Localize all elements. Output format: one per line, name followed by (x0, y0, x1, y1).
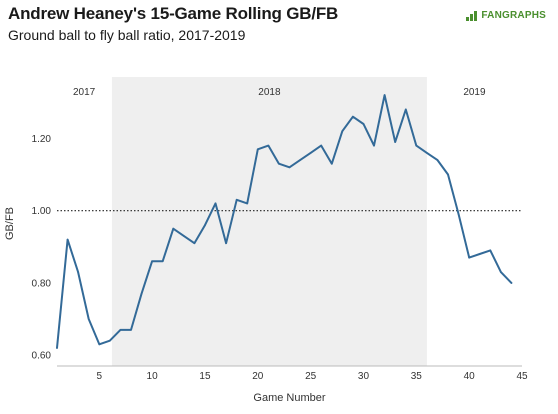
data-point (130, 329, 132, 331)
data-point (426, 152, 428, 154)
data-point (352, 115, 354, 118)
data-point (330, 162, 333, 165)
data-point (204, 224, 206, 226)
season-label-2018: 2018 (258, 87, 281, 98)
x-tick-label: 10 (147, 371, 159, 382)
data-point (109, 339, 111, 342)
season-regions: 2017 2018 2019 (73, 77, 486, 366)
data-point (510, 282, 513, 284)
data-point (489, 249, 492, 252)
logo-text: FANGRAPHS (481, 10, 546, 21)
data-point (278, 162, 280, 165)
x-axis: 5 10 15 20 25 30 35 40 45 (57, 365, 528, 382)
data-point (183, 235, 185, 237)
data-point (172, 227, 175, 230)
data-point (140, 292, 143, 295)
data-point (267, 144, 270, 147)
data-point (468, 256, 470, 259)
data-point (225, 242, 227, 244)
data-point (288, 166, 291, 169)
data-point (56, 347, 58, 349)
x-axis-label: Game Number (253, 392, 325, 404)
data-point (394, 141, 396, 143)
x-tick-label: 20 (252, 371, 264, 382)
data-point (309, 152, 312, 154)
season-label-2017: 2017 (73, 87, 96, 98)
y-axis: 0.60 0.80 1.00 1.20 (32, 134, 52, 362)
data-point (119, 329, 122, 331)
chart-title: Andrew Heaney's 15-Game Rolling GB/FB (8, 4, 339, 23)
data-point (500, 271, 502, 273)
y-tick-label: 0.60 (32, 351, 52, 362)
data-point (415, 144, 418, 147)
y-tick-label: 1.00 (32, 206, 52, 217)
fangraphs-logo: FANGRAPHS (466, 10, 546, 21)
chart-subtitle: Ground ball to fly ball ratio, 2017-2019 (8, 27, 246, 43)
data-point (151, 260, 153, 263)
data-point (256, 148, 259, 151)
bar-chart-icon (466, 10, 478, 21)
data-point (246, 202, 249, 205)
season-label-2019: 2019 (463, 87, 486, 98)
data-point (404, 108, 407, 111)
data-point (478, 253, 481, 255)
data-point (66, 238, 69, 241)
x-tick-label: 15 (199, 371, 211, 382)
x-tick-label: 5 (96, 371, 102, 382)
series-group (56, 94, 513, 349)
data-point (362, 123, 365, 125)
data-point (98, 343, 101, 346)
y-tick-label: 1.20 (32, 134, 52, 145)
series-line (56, 94, 513, 349)
data-point (193, 242, 196, 244)
data-point (373, 144, 375, 147)
data-point (87, 318, 90, 320)
data-point (436, 159, 439, 161)
data-point (235, 199, 238, 201)
x-tick-label: 25 (305, 371, 317, 382)
data-point (383, 94, 386, 96)
x-tick-label: 40 (464, 371, 476, 382)
season-shade-2018 (111, 77, 427, 366)
data-point (161, 260, 164, 263)
data-point (77, 271, 79, 273)
x-tick-label: 35 (411, 371, 423, 382)
data-point (447, 173, 449, 176)
data-point (299, 159, 301, 161)
data-point (341, 130, 344, 132)
x-tick-label: 45 (516, 371, 528, 382)
y-axis-label: GB/FB (4, 207, 16, 240)
data-point (320, 144, 323, 147)
x-tick-label: 30 (358, 371, 370, 382)
data-point (457, 213, 460, 216)
data-point (214, 202, 217, 205)
y-tick-label: 0.80 (32, 278, 52, 289)
